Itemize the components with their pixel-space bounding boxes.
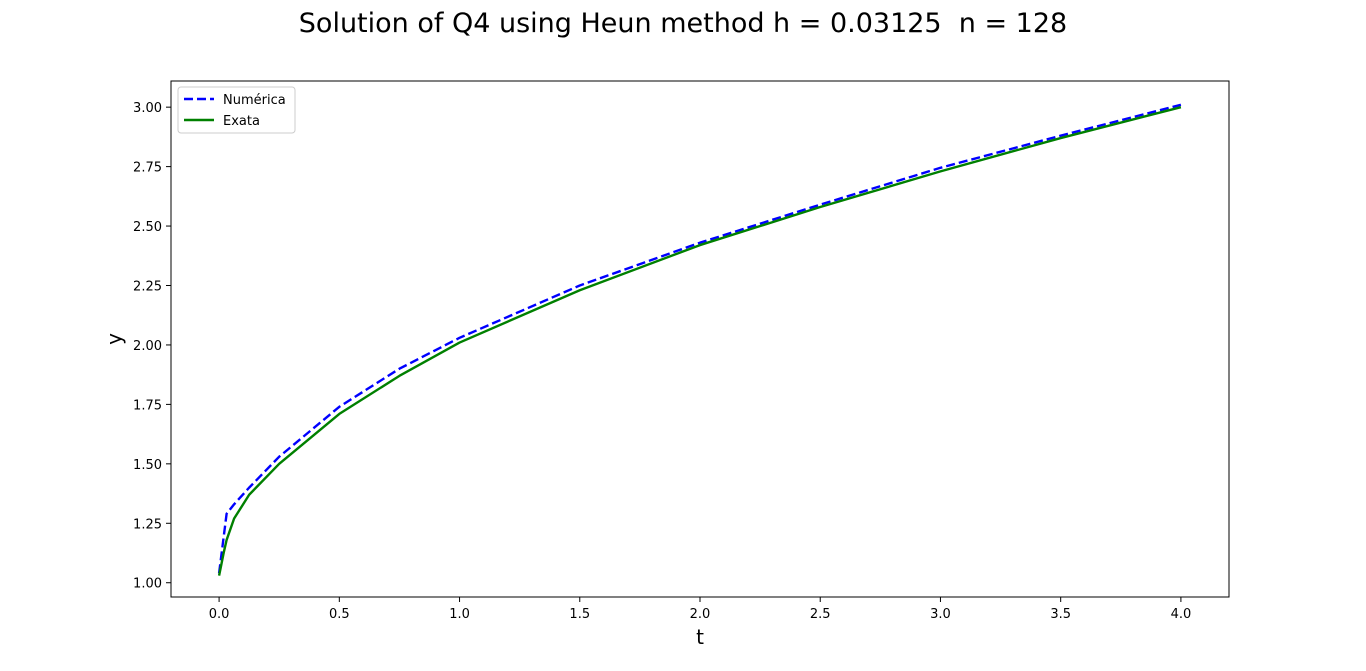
x-tick-label: 4.0 [1171,607,1192,622]
legend-label-numerica: Numérica [223,93,286,108]
y-tick-label: 2.25 [133,279,162,294]
x-tick-label: 1.0 [449,607,470,622]
x-axis-label: t [696,625,704,649]
y-tick-label: 3.00 [133,101,162,116]
legend-box [177,86,296,134]
series-line-numerica [217,103,1182,574]
series-line-exata [217,105,1182,576]
y-tick-label: 1.25 [133,517,162,532]
chart-title: Solution of Q4 using Heun method h = 0.0… [298,8,1068,39]
y-tick-label: 2.75 [133,161,162,176]
y-tick-label: 2.50 [133,220,162,235]
y-tick-label: 2.00 [133,339,162,354]
x-tick-label: 2.5 [810,607,831,622]
plot-frame [170,80,1230,598]
x-tick-label: 2.0 [690,607,711,622]
y-tick-label: 1.75 [133,398,162,413]
y-tick-label: 1.50 [133,458,162,473]
y-axis-label: y [102,333,126,345]
y-tick-label: 1.00 [133,577,162,592]
x-tick-label: 3.0 [930,607,951,622]
x-tick-label: 0.5 [329,607,350,622]
x-tick-label: 3.5 [1050,607,1071,622]
x-tick-label: 0.0 [209,607,230,622]
x-tick-label: 1.5 [569,607,590,622]
legend-label-exata: Exata [223,114,260,129]
